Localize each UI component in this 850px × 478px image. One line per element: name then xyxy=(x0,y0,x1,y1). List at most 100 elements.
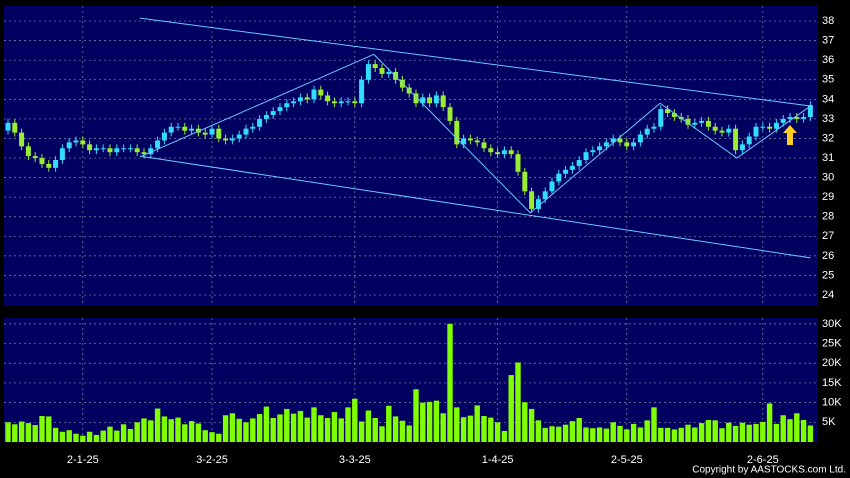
candle-body xyxy=(746,136,752,145)
volume-bar xyxy=(440,413,446,442)
candle-body xyxy=(488,148,494,153)
y-tick-label: 38 xyxy=(822,15,834,27)
volume-bar xyxy=(270,417,276,442)
volume-bar xyxy=(658,427,664,442)
volume-bar xyxy=(386,405,392,442)
candle-body xyxy=(32,156,38,159)
candle-body xyxy=(209,128,215,135)
candle-body xyxy=(66,142,72,149)
candle-body xyxy=(658,109,664,127)
volume-bar xyxy=(243,422,249,442)
candle-body xyxy=(801,116,807,119)
y-tick-label: 37 xyxy=(822,35,834,47)
volume-bar xyxy=(712,420,718,442)
volume-bar xyxy=(773,423,780,442)
volume-bar xyxy=(175,417,181,442)
volume-bar xyxy=(188,421,195,442)
volume-bar xyxy=(494,422,501,442)
volume-bar xyxy=(256,414,263,442)
volume-bar xyxy=(277,414,283,442)
volume-bar xyxy=(5,422,11,442)
volume-bar xyxy=(617,425,623,442)
candle-body xyxy=(569,165,575,170)
candle-body xyxy=(726,128,732,133)
candle-body xyxy=(216,128,222,139)
candle-body xyxy=(529,191,535,209)
volume-bar xyxy=(481,416,487,442)
candle-body xyxy=(236,134,242,139)
candle-body xyxy=(304,97,310,100)
volume-bar xyxy=(250,418,256,442)
candle-body xyxy=(481,142,487,149)
volume-bar xyxy=(624,429,630,442)
candle-body xyxy=(590,150,596,153)
volume-bar xyxy=(209,432,215,442)
candle-body xyxy=(739,144,745,151)
volume-bar xyxy=(100,430,106,442)
volume-bar xyxy=(732,425,739,442)
volume-bar xyxy=(120,424,127,442)
volume-bar xyxy=(59,431,66,442)
volume-bar xyxy=(324,417,331,442)
candle-body xyxy=(155,140,161,149)
candle-body xyxy=(168,126,174,133)
candle-body xyxy=(767,126,773,129)
candle-body xyxy=(141,152,147,155)
volume-bar xyxy=(705,419,712,442)
y-tick-label: 32 xyxy=(822,132,834,144)
volume-bar xyxy=(263,406,270,442)
candle-body xyxy=(644,128,650,135)
volume-bar xyxy=(32,425,38,442)
volume-bar xyxy=(168,419,174,442)
x-tick-label: 2-5-25 xyxy=(611,454,643,466)
volume-bar xyxy=(460,417,467,442)
candle-body xyxy=(223,138,229,141)
candle-body xyxy=(413,93,419,104)
candle-body xyxy=(263,115,269,119)
candle-body xyxy=(338,101,344,104)
volume-bar xyxy=(399,420,406,442)
y-tick-label: 15K xyxy=(822,377,842,389)
candle-body xyxy=(127,148,133,150)
candle-body xyxy=(25,146,31,157)
volume-bar xyxy=(549,426,555,442)
candle-body xyxy=(576,160,582,166)
volume-bar xyxy=(576,417,582,442)
y-tick-label: 24 xyxy=(822,289,834,301)
volume-bar xyxy=(39,416,45,442)
candle-body xyxy=(705,120,711,127)
volume-bar xyxy=(222,415,229,442)
volume-bar xyxy=(141,418,147,442)
x-tick-label: 2-1-25 xyxy=(67,454,99,466)
volume-bar xyxy=(807,425,814,442)
volume-bar xyxy=(535,420,542,442)
volume-bar xyxy=(692,427,698,442)
candle-body xyxy=(651,126,657,129)
candle-body xyxy=(433,95,439,104)
candle-body xyxy=(325,95,331,102)
candle-body xyxy=(365,64,371,80)
candle-body xyxy=(474,140,480,143)
candle-body xyxy=(542,191,548,200)
volume-bar xyxy=(290,413,297,442)
volume-bar xyxy=(127,429,134,442)
candle-body xyxy=(161,132,167,141)
y-tick-label: 5K xyxy=(822,416,836,428)
candle-body xyxy=(427,97,433,104)
candle-body xyxy=(5,122,11,131)
candle-body xyxy=(603,142,609,147)
volume-bar xyxy=(66,430,72,442)
volume-bar xyxy=(794,413,800,442)
y-tick-label: 30K xyxy=(822,318,842,330)
volume-bar xyxy=(603,428,610,442)
candle-body xyxy=(229,138,235,141)
candle-body xyxy=(352,101,358,104)
candle-body xyxy=(440,95,446,108)
volume-bar xyxy=(766,403,773,442)
volume-bar xyxy=(556,426,562,442)
candle-body xyxy=(195,128,201,133)
volume-bar xyxy=(515,362,521,442)
volume-bar xyxy=(46,416,52,442)
volume-bar xyxy=(590,428,596,442)
